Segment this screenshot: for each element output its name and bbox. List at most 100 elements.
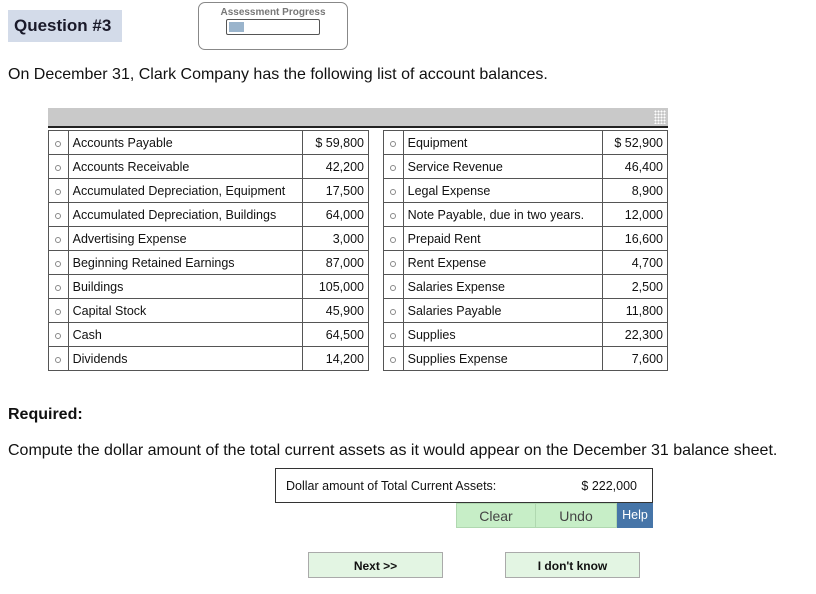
bullet <box>390 356 397 363</box>
bullet <box>55 332 62 339</box>
account-name: Accounts Receivable <box>67 154 304 179</box>
bullet-cell <box>48 154 69 179</box>
bullet <box>55 236 62 243</box>
account-row: Capital Stock 45,900 <box>48 298 369 323</box>
account-amount: 42,200 <box>302 154 369 179</box>
bullet-cell <box>383 274 404 299</box>
account-name: Salaries Payable <box>402 298 604 323</box>
bullet-cell <box>48 226 69 251</box>
bullet-cell <box>48 346 69 371</box>
progress-label: Assessment Progress <box>220 7 326 18</box>
bullet-cell <box>383 250 404 275</box>
account-row: Equipment $ 52,900 <box>383 130 668 155</box>
dont-know-button[interactable]: I don't know <box>505 552 640 578</box>
account-name: Supplies <box>402 322 604 347</box>
bullet-cell <box>48 202 69 227</box>
progress-box: Assessment Progress <box>198 2 348 50</box>
account-row: Rent Expense 4,700 <box>383 250 668 275</box>
bullet-cell <box>383 298 404 323</box>
account-amount: 8,900 <box>602 178 668 203</box>
account-row: Accounts Receivable 42,200 <box>48 154 369 179</box>
account-row: Buildings 105,000 <box>48 274 369 299</box>
bullet <box>390 140 397 147</box>
account-name: Salaries Expense <box>402 274 604 299</box>
account-row: Accounts Payable $ 59,800 <box>48 130 369 155</box>
bullet <box>390 236 397 243</box>
account-row: Legal Expense 8,900 <box>383 178 668 203</box>
answer-box: Dollar amount of Total Current Assets: $… <box>275 468 653 503</box>
account-row: Service Revenue 46,400 <box>383 154 668 179</box>
question-title: Question #3 <box>8 10 122 42</box>
account-name: Buildings <box>67 274 304 299</box>
account-amount: 22,300 <box>602 322 668 347</box>
bullet <box>390 284 397 291</box>
bullet <box>55 308 62 315</box>
account-name: Rent Expense <box>402 250 604 275</box>
account-name: Beginning Retained Earnings <box>67 250 304 275</box>
accounts-table-left: Accounts Payable $ 59,800 Accounts Receiva… <box>48 130 369 371</box>
account-name: Prepaid Rent <box>402 226 604 251</box>
account-amount: 4,700 <box>602 250 668 275</box>
account-row: Accumulated Depreciation, Buildings 64,00… <box>48 202 369 227</box>
bullet-cell <box>48 130 69 155</box>
account-row: Salaries Payable 11,800 <box>383 298 668 323</box>
bullet <box>390 308 397 315</box>
bullet <box>55 188 62 195</box>
account-amount: $ 52,900 <box>602 130 668 155</box>
account-name: Supplies Expense <box>402 346 604 371</box>
bullet-cell <box>48 178 69 203</box>
bullet-cell <box>383 226 404 251</box>
bullet-cell <box>383 346 404 371</box>
bullet <box>55 284 62 291</box>
next-button[interactable]: Next >> <box>308 552 443 578</box>
account-amount: 12,000 <box>602 202 668 227</box>
bullet-cell <box>48 298 69 323</box>
account-name: Service Revenue <box>402 154 604 179</box>
account-amount: $ 59,800 <box>302 130 369 155</box>
progress-fill <box>229 22 244 32</box>
bullet <box>390 164 397 171</box>
account-name: Accumulated Depreciation, Equipment <box>67 178 304 203</box>
bullet <box>55 356 62 363</box>
account-row: Dividends 14,200 <box>48 346 369 371</box>
account-amount: 46,400 <box>602 154 668 179</box>
answer-label: Dollar amount of Total Current Assets: <box>286 479 497 493</box>
account-name: Capital Stock <box>67 298 304 323</box>
undo-button[interactable]: Undo <box>535 503 617 528</box>
account-amount: 2,500 <box>602 274 668 299</box>
account-row: Prepaid Rent 16,600 <box>383 226 668 251</box>
answer-input[interactable]: $ 222,000 <box>581 479 637 493</box>
help-button[interactable]: Help <box>617 503 653 528</box>
intro-text: On December 31, Clark Company has the fo… <box>8 66 548 83</box>
account-name: Dividends <box>67 346 304 371</box>
account-amount: 45,900 <box>302 298 369 323</box>
table-header-bar <box>48 108 668 128</box>
progress-bar <box>226 19 320 35</box>
bullet <box>390 332 397 339</box>
account-name: Cash <box>67 322 304 347</box>
bullet-cell <box>48 250 69 275</box>
clear-button[interactable]: Clear <box>456 503 536 528</box>
account-name: Note Payable, due in two years. <box>402 202 604 227</box>
bullet <box>390 212 397 219</box>
account-amount: 11,800 <box>602 298 668 323</box>
account-amount: 17,500 <box>302 178 369 203</box>
account-amount: 64,000 <box>302 202 369 227</box>
bullet-cell <box>383 178 404 203</box>
account-row: Supplies Expense 7,600 <box>383 346 668 371</box>
bullet <box>55 164 62 171</box>
bullet-cell <box>383 322 404 347</box>
account-name: Accumulated Depreciation, Buildings <box>67 202 304 227</box>
required-heading: Required: <box>8 406 83 423</box>
account-amount: 16,600 <box>602 226 668 251</box>
account-row: Salaries Expense 2,500 <box>383 274 668 299</box>
account-amount: 3,000 <box>302 226 369 251</box>
account-row: Accumulated Depreciation, Equipment 17,50… <box>48 178 369 203</box>
required-text: Compute the dollar amount of the total c… <box>8 442 778 459</box>
bullet-cell <box>48 322 69 347</box>
account-amount: 7,600 <box>602 346 668 371</box>
grip <box>654 110 666 124</box>
account-amount: 87,000 <box>302 250 369 275</box>
bullet <box>390 260 397 267</box>
